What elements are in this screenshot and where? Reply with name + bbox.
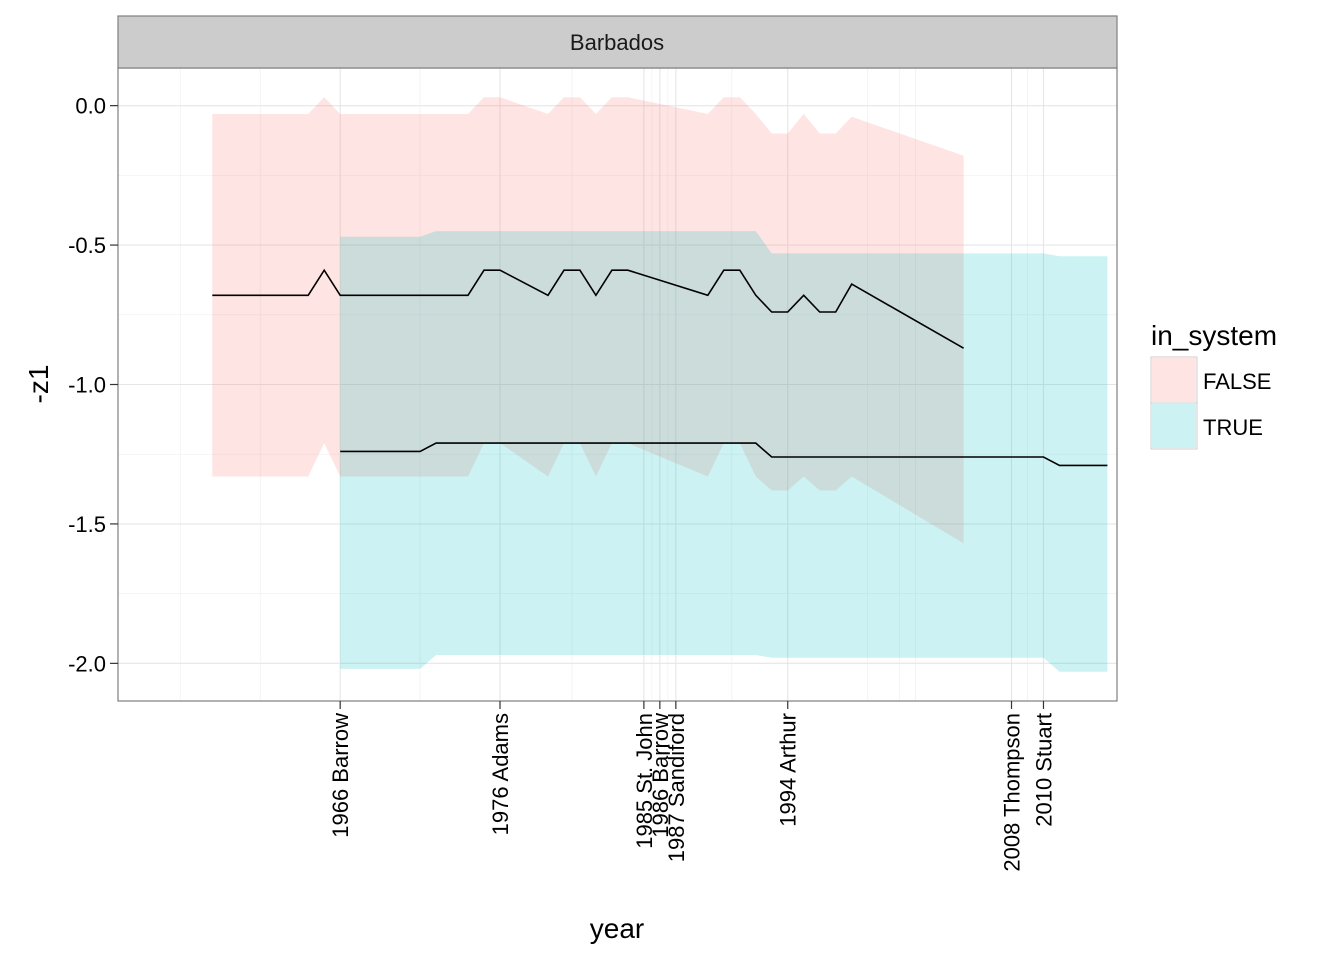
facet-strip-label: Barbados (570, 30, 664, 55)
ribbon-false (212, 97, 964, 544)
x-tick-label-6: 2008 Thompson (1000, 713, 1025, 872)
legend-key-0 (1152, 358, 1196, 402)
x-tick-label-1: 1976 Adams (488, 713, 513, 835)
x-tick-label-7: 2010 Stuart (1032, 713, 1057, 827)
series-lines (212, 268, 1108, 467)
x-tick-label-0: 1966 Barrow (328, 713, 353, 838)
y-tick-label-1: -0.5 (68, 233, 106, 258)
ribbons (212, 97, 1108, 672)
y-tick-label-3: -1.5 (68, 512, 106, 537)
y-tick-label-0: 0.0 (75, 94, 106, 119)
y-axis: 0.0 -0.5 -1.0 -1.5 -2.0 (68, 94, 118, 676)
legend-label-0: FALSE (1203, 369, 1271, 394)
y-axis-title: -z1 (23, 365, 54, 404)
facet-strip (117, 15, 1118, 69)
x-tick-label-3: 1986 Barrow (648, 713, 673, 838)
y-tick-label-4: -2.0 (68, 651, 106, 676)
legend-key-1 (1152, 404, 1196, 448)
line-true (340, 442, 1108, 467)
y-tick-label-2: -1.0 (68, 373, 106, 398)
ribbon-true (340, 231, 1108, 672)
legend-key-bg-1 (1150, 402, 1198, 450)
grid-major (118, 68, 1117, 701)
x-axis-title: year (590, 913, 644, 944)
x-tick-label-5: 1994 Arthur (776, 713, 801, 827)
legend-key-bg-0 (1150, 356, 1198, 404)
x-tick-label-4: 1987 Sandiford (664, 713, 689, 862)
line-false (212, 268, 964, 349)
x-tick-label-2: 1985 St. John (632, 713, 657, 849)
legend-label-1: TRUE (1203, 415, 1263, 440)
legend: in_system FALSE TRUE (1150, 320, 1277, 450)
legend-title: in_system (1151, 320, 1277, 351)
